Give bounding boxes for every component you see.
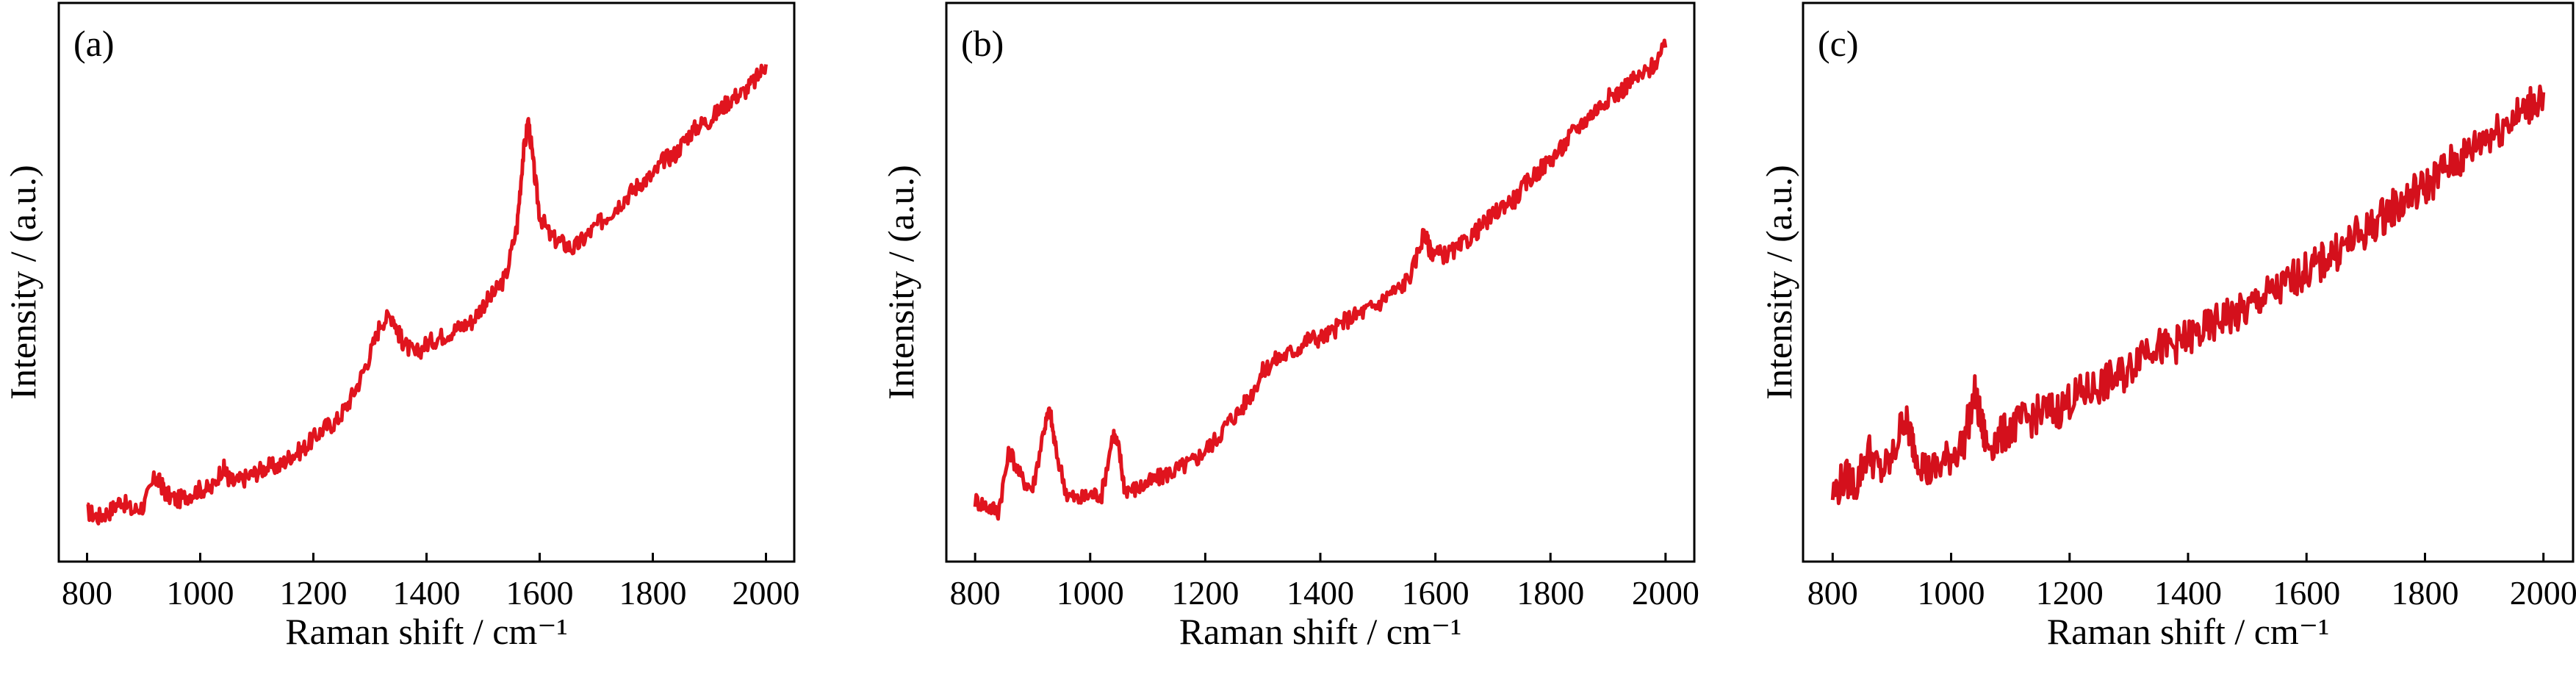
panel-c-xlabel: Raman shift / cm⁻¹ [2047,611,2329,652]
panel-c-xtick-label: 1600 [2273,574,2340,612]
panel-c: (c) Intensity / (a.u.) Raman shift / cm⁻… [1758,1,2576,652]
panel-a-xtick-label: 1200 [280,574,348,612]
panel-b-spectrum-line [973,38,1668,521]
panel-c-xtick-label: 1800 [2391,574,2458,612]
panel-b-xtick-label: 1400 [1287,574,1354,612]
panel-a-xtick-label: 2000 [733,574,800,612]
panel-b-xtick-label: 1000 [1057,574,1124,612]
panel-a-xtick-label: 1800 [619,574,687,612]
panel-c-xtick-label: 2000 [2510,574,2576,612]
panel-b-xtick-label: 1600 [1402,574,1469,612]
panel-b-label: (b) [961,23,1004,64]
panel-c-ylabel: Intensity / (a.u.) [1758,165,1799,399]
panel-b-ylabel: Intensity / (a.u.) [880,165,921,399]
panel-a-ylabel: Intensity / (a.u.) [2,165,43,399]
panel-b-xtick-label: 2000 [1632,574,1699,612]
panel-a-label: (a) [73,23,115,64]
panel-c-plot-area [1830,85,2546,506]
panel-a-xtick-label: 1600 [506,574,574,612]
panel-c-xtick-label: 1400 [2154,574,2222,612]
panel-b-xtick-label: 1200 [1171,574,1239,612]
panel-c-spectrum-line [1830,85,2546,506]
panel-b-xtick-label: 800 [950,574,1001,612]
panel-a-frame [57,1,796,563]
panel-a-xtick-label: 1000 [167,574,234,612]
panel-b: (b) Intensity / (a.u.) Raman shift / cm⁻… [880,1,1699,652]
panel-b-frame [945,1,1696,563]
panel-c-label: (c) [1818,23,1859,64]
panel-b-plot-area [973,38,1668,521]
panel-a: (a) Intensity / (a.u.) Raman shift / cm⁻… [2,1,800,652]
panel-c-frame [1802,1,2575,563]
panel-a-xtick-label: 800 [62,574,112,612]
panel-c-xtick-label: 800 [1807,574,1858,612]
panel-a-plot-area [86,63,768,526]
panel-b-xtick-label: 1800 [1517,574,1584,612]
panel-a-xlabel: Raman shift / cm⁻¹ [285,611,567,652]
panel-b-xlabel: Raman shift / cm⁻¹ [1179,611,1461,652]
panel-a-spectrum-line [86,63,768,526]
panel-c-xtick-label: 1000 [1918,574,1985,612]
panel-c-xtick-label: 1200 [2036,574,2104,612]
panel-a-xtick-label: 1400 [393,574,461,612]
